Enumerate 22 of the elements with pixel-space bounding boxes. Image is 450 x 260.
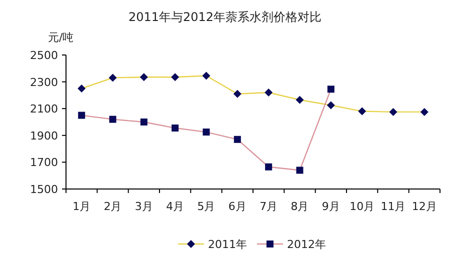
legend-label: 2011年: [208, 238, 247, 251]
x-tick-label: 9月: [322, 200, 340, 213]
x-tick-label: 5月: [197, 200, 216, 213]
y-tick-label: 2100: [30, 102, 58, 116]
x-tick-label: 11月: [380, 200, 406, 213]
y-axis-title: 元/吨: [48, 31, 74, 44]
x-tick-label: 12月: [412, 200, 437, 213]
y-tick-label: 1700: [30, 156, 58, 170]
y-tick-label: 2300: [30, 76, 58, 89]
x-tick-label: 10月: [350, 200, 375, 213]
x-tick-label: 3月: [134, 200, 153, 213]
y-tick-label: 2500: [30, 49, 58, 62]
x-tick-label: 6月: [228, 200, 246, 213]
x-tick-label: 7月: [260, 200, 278, 213]
y-tick-label: 1900: [30, 129, 58, 142]
chart-title: 2011年与2012年萘系水剂价格对比: [128, 10, 322, 24]
x-tick-label: 2月: [104, 200, 122, 213]
x-tick-label: 1月: [72, 200, 91, 213]
legend-label: 2012年: [287, 238, 326, 251]
x-tick-label: 4月: [166, 200, 184, 213]
x-tick-label: 8月: [290, 200, 309, 213]
y-tick-label: 1500: [30, 183, 58, 196]
